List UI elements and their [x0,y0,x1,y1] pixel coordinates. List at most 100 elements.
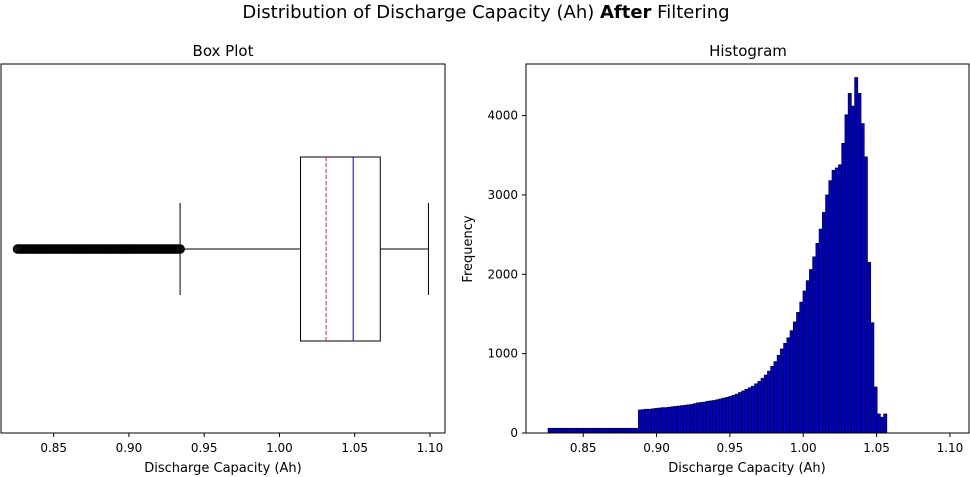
histogram-bar [596,427,600,434]
histogram-bar [812,256,817,434]
histogram-bar [676,405,681,434]
histogram-bar [834,167,839,434]
histogram-bar [689,404,694,434]
histogram-bar [883,413,888,434]
histogram-bar [744,389,749,434]
histogram-bar [796,312,801,434]
histogram-bar [673,406,678,434]
histogram-bars [547,77,888,434]
histogram-bar [838,164,842,434]
histogram-bar [586,427,591,434]
histogram-bar [605,427,610,434]
figure-title: Distribution of Discharge Capacity (Ah) … [242,2,729,23]
histogram-y-tick-label: 1000 [487,347,518,361]
histogram-bar [831,170,836,434]
histogram-bar [718,398,723,434]
histogram-bar [631,427,636,434]
histogram-bar [847,93,852,434]
histogram-bar [776,354,781,434]
histogram-bar [873,386,878,434]
histogram-bar [589,427,594,434]
histogram-bar [828,180,833,434]
histogram-x-tick-label: 1.05 [863,441,890,455]
histogram-bar [583,427,588,434]
histogram-bar [650,408,655,434]
histogram-bar [599,427,604,434]
histogram-bar [767,370,771,434]
histogram-bar [815,243,820,434]
histogram-x-ticks: 0.85 0.90 0.95 1.00 1.05 1.10 [570,433,963,455]
histogram-bar [641,409,646,434]
histogram-bar [702,401,707,434]
histogram-bar [825,194,830,434]
histogram-bar [654,408,659,434]
histogram-bar [592,427,597,434]
box-plot-frame [0,63,446,434]
histogram-bar [725,396,730,434]
box-plot-outliers [12,244,185,254]
box-plot-x-ticks: 0.85 0.90 0.95 1.00 1.05 1.10 [40,433,443,455]
histogram-bar [728,396,733,434]
histogram-bar [760,377,765,434]
histogram-bar [863,156,868,434]
histogram-y-tick-label: 4000 [487,109,518,123]
box-plot-x-tick-label: 1.10 [417,441,444,455]
box-plot-x-tick-label: 0.95 [191,441,218,455]
histogram-bar [563,427,568,434]
histogram-bar [857,93,862,434]
histogram-bar [741,390,746,434]
histogram-bar [870,322,875,434]
histogram-bar [615,427,620,434]
histogram-bar [738,392,742,434]
histogram-title: Histogram [709,42,787,60]
histogram-bar [628,427,633,434]
histogram-bar [721,397,726,434]
histogram-bar [851,105,855,434]
histogram-bar [880,416,884,434]
histogram-bar [757,381,762,434]
histogram-bar [818,228,823,434]
histogram-x-tick-label: 0.85 [570,441,597,455]
histogram-x-label: Discharge Capacity (Ah) [668,461,825,476]
box-plot-title: Box Plot [193,42,254,60]
histogram-bar [699,402,704,434]
histogram-bar [792,321,797,434]
histogram-bar [731,395,736,434]
histogram-x-tick-label: 0.95 [717,441,744,455]
histogram-bar [602,427,607,434]
histogram-bar [680,405,684,434]
box-plot-content [12,156,429,342]
box-plot-x-label: Discharge Capacity (Ah) [144,461,301,476]
histogram-bar [686,404,691,434]
histogram-y-tick-label: 3000 [487,188,518,202]
histogram-bar [657,407,662,434]
histogram-bar [770,366,775,434]
histogram-bar [557,427,562,434]
histogram-bar [579,427,584,434]
histogram-bar [747,387,752,434]
histogram-y-label: Frequency [461,215,476,282]
histogram-x-tick-label: 0.90 [643,441,670,455]
histogram-bar [783,343,788,434]
histogram-bar [841,143,846,434]
histogram-bar [609,427,613,434]
histogram-bar [773,361,778,434]
histogram-bar [754,383,759,434]
histogram-bar [570,427,575,434]
histogram-bar [547,427,552,434]
box-plot-x-tick-label: 1.05 [341,441,368,455]
histogram-bar [802,290,807,434]
histogram-panel: Histogram 0.85 0.90 0.95 1.00 1.05 1.10 0 1000… [461,42,970,476]
histogram-bar [625,427,629,434]
histogram-frame [525,63,970,434]
histogram-bar [751,385,755,434]
histogram-bar [554,427,558,434]
histogram-bar [854,77,859,434]
histogram-y-tick-label: 0 [510,426,518,440]
box-plot-x-tick-label: 1.00 [266,441,293,455]
histogram-bar [809,269,813,434]
histogram-bar [805,280,810,434]
histogram-bar [560,427,565,434]
histogram-bar [692,403,697,434]
